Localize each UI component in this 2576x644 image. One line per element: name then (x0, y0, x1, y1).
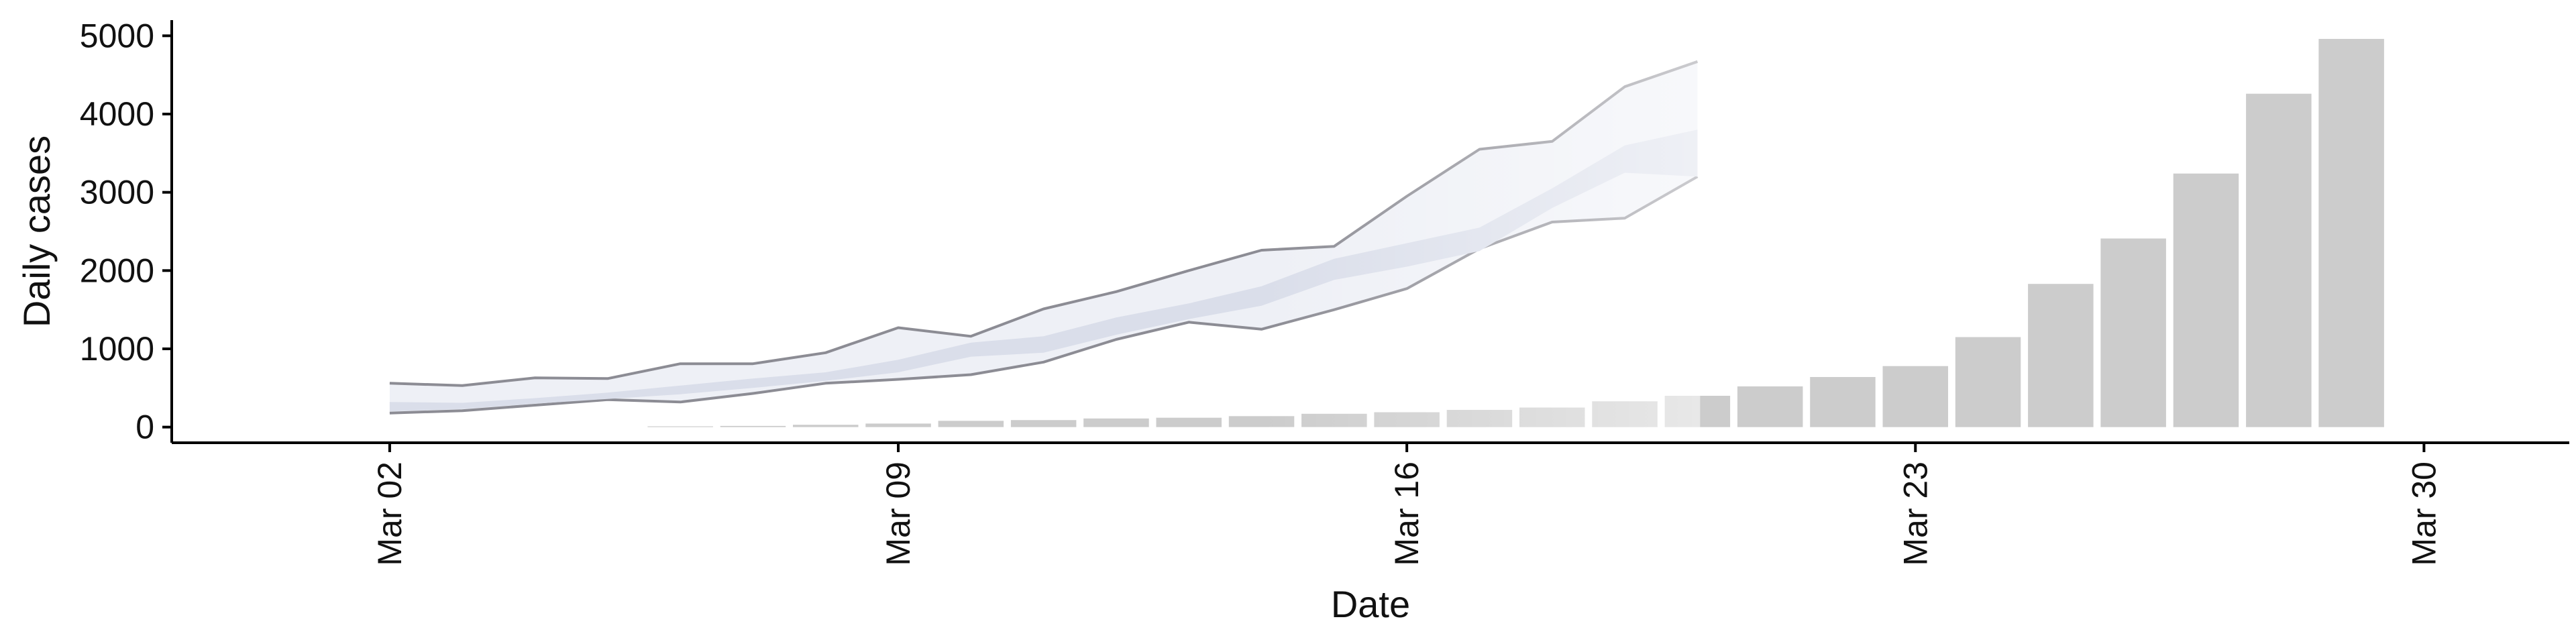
y-tick-label: 1000 (80, 330, 154, 368)
y-tick-label: 4000 (80, 95, 154, 133)
bar (2318, 39, 2384, 427)
bar (1810, 377, 1876, 427)
bar (2028, 284, 2094, 427)
y-axis-title: Daily cases (15, 136, 58, 327)
bar (2246, 93, 2312, 427)
y-tick-label: 0 (136, 409, 154, 446)
bar (1083, 418, 1149, 427)
y-tick-label: 3000 (80, 174, 154, 211)
bar (2100, 238, 2166, 427)
x-axis-title: Date (1331, 583, 1410, 625)
bar (865, 423, 931, 427)
band-fade (1261, 20, 1701, 454)
bar (720, 425, 786, 427)
y-ticks: 0 1000 2000 3000 4000 5000 (80, 17, 172, 446)
x-tick-label: Mar 30 (2405, 462, 2443, 566)
bar (1156, 417, 1222, 427)
x-ticks: Mar 02 Mar 09 Mar 16 Mar 23 Mar 30 (371, 443, 2443, 566)
bar (1955, 337, 2021, 427)
bar (2173, 173, 2239, 427)
bar (938, 421, 1004, 427)
bar (793, 425, 859, 427)
bar (1882, 366, 1948, 427)
band-fade-overlay (1261, 20, 1701, 454)
x-tick-label: Mar 23 (1896, 462, 1934, 566)
x-tick-label: Mar 16 (1388, 462, 1426, 566)
x-tick-label: Mar 09 (879, 462, 917, 566)
y-tick-label: 2000 (80, 252, 154, 289)
bar (1010, 420, 1077, 427)
x-tick-label: Mar 02 (371, 462, 409, 566)
plot-area (389, 20, 2384, 454)
y-tick-label: 5000 (80, 17, 154, 54)
bar (1737, 386, 1803, 427)
